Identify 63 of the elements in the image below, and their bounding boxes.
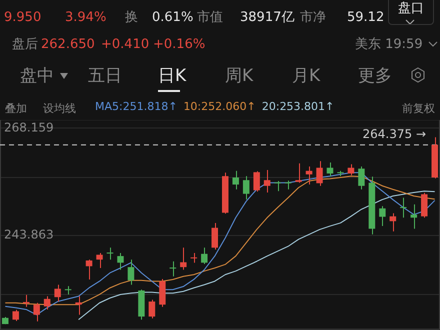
candlestick bbox=[201, 247, 208, 265]
candlestick bbox=[379, 206, 386, 227]
text: 262.650 bbox=[41, 37, 95, 53]
y-tick-label: 243.863 bbox=[4, 228, 54, 242]
text: 38917亿 bbox=[240, 10, 294, 26]
text: 日K bbox=[158, 66, 186, 86]
candlestick bbox=[284, 180, 292, 190]
candlestick bbox=[148, 299, 156, 319]
text: 市净 bbox=[300, 10, 326, 26]
text: 市值 bbox=[197, 10, 223, 26]
candlestick bbox=[306, 166, 312, 186]
text: 前复权 bbox=[402, 101, 435, 117]
candlestick bbox=[390, 212, 396, 232]
text: 20:253.801↑ bbox=[262, 100, 334, 113]
text: 盘中 bbox=[20, 66, 54, 86]
candlestick bbox=[358, 166, 365, 190]
candlestick bbox=[316, 160, 323, 186]
candlestick bbox=[96, 252, 103, 268]
candlestick bbox=[22, 294, 30, 308]
candlestick bbox=[33, 302, 40, 322]
candlestick bbox=[348, 164, 354, 176]
candlestick bbox=[159, 278, 166, 308]
candlestick bbox=[212, 222, 218, 250]
candlestick bbox=[106, 247, 114, 260]
candlestick bbox=[190, 252, 198, 264]
text: 9.950 bbox=[4, 10, 42, 26]
text: 盘后 bbox=[12, 37, 38, 53]
text: 更多 bbox=[358, 66, 392, 86]
candlestick bbox=[264, 169, 270, 193]
text: 美东 19:59 bbox=[355, 37, 423, 53]
candlestick bbox=[421, 192, 428, 218]
candlestick bbox=[410, 204, 418, 230]
candlestick bbox=[128, 259, 134, 286]
y-tick-label: 268.159 bbox=[4, 120, 54, 134]
text: 五日 bbox=[88, 66, 122, 86]
text: 周K bbox=[225, 66, 254, 86]
ref-line-label: 264.375 → bbox=[362, 127, 426, 142]
text: 盘口 bbox=[398, 1, 424, 17]
text: 叠加 bbox=[5, 101, 27, 117]
text: 3.94% bbox=[65, 10, 106, 26]
text: +0.16% bbox=[153, 37, 206, 53]
text: 59.12 bbox=[347, 10, 384, 26]
candlestick bbox=[400, 197, 407, 218]
text: 换 bbox=[125, 10, 138, 26]
text: 设均线 bbox=[43, 101, 76, 117]
candlestick bbox=[232, 170, 239, 190]
candlestick bbox=[274, 180, 281, 192]
candlestick bbox=[75, 296, 82, 316]
text: +0.410 bbox=[101, 37, 150, 53]
text: 月K bbox=[292, 66, 320, 86]
candlestick bbox=[86, 259, 92, 280]
candlestick bbox=[295, 162, 302, 184]
candlestick bbox=[117, 252, 124, 270]
text: 10:252.060↑ bbox=[183, 100, 256, 113]
candlestick bbox=[242, 176, 250, 200]
candlestick bbox=[54, 284, 61, 302]
candlestick bbox=[253, 170, 260, 192]
candlestick bbox=[44, 296, 50, 310]
text: 0.61% bbox=[152, 10, 194, 26]
text: MA5:251.818↑ bbox=[95, 100, 178, 113]
candlestick bbox=[170, 260, 176, 277]
candlestick bbox=[12, 309, 19, 322]
candlestick bbox=[180, 247, 187, 270]
